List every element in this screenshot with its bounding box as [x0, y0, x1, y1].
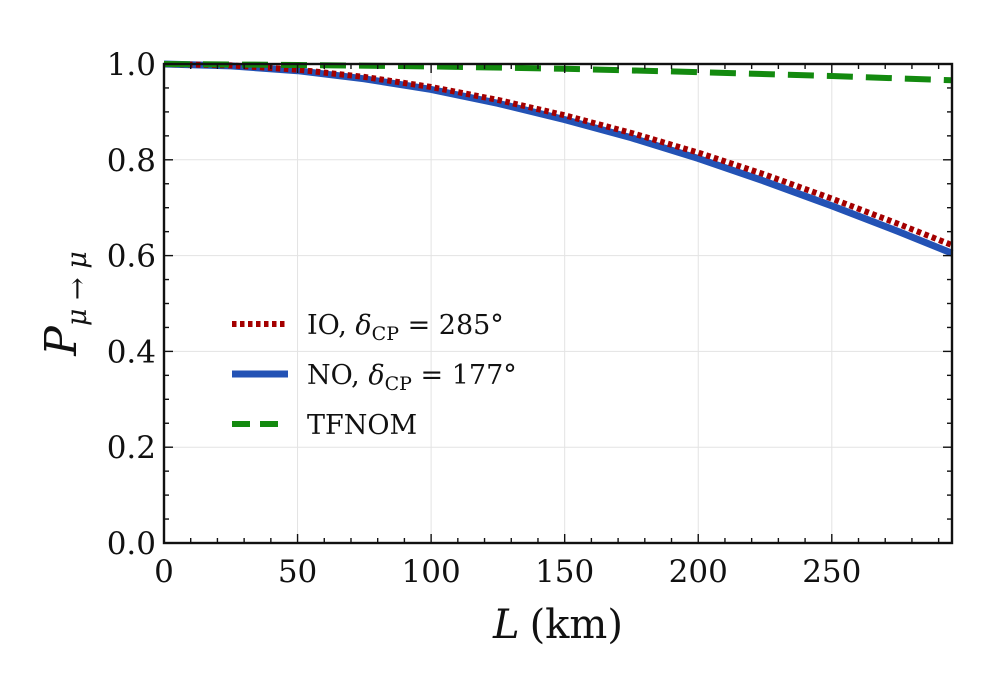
y-tick-label: 0.6 — [107, 239, 156, 275]
x-tick-label: 150 — [535, 554, 594, 590]
grid-lines — [163, 63, 952, 544]
series-line-dotted — [163, 61, 954, 248]
y-axis-symbol: P — [36, 325, 87, 357]
x-tick-label: 250 — [802, 554, 861, 590]
y-tick-label: 1.0 — [107, 47, 156, 83]
x-tick-label: 100 — [402, 554, 461, 590]
axis-ticks: 0 50 100 150 200 250 0.0 0.2 0.4 0.6 0.8 1.0 — [107, 47, 952, 590]
x-axis-label: L (km) — [492, 602, 623, 648]
legend-label: TFNOM — [307, 410, 417, 441]
y-tick-label: 0.8 — [107, 143, 156, 179]
legend: IO, δCP = 285° NO, δCP = 177° TFNOM — [232, 310, 517, 441]
y-tick-label: 0.4 — [107, 334, 156, 370]
plot-series — [163, 60, 954, 257]
legend-label: IO, δCP = 285° — [307, 310, 504, 345]
legend-label: NO, δCP = 177° — [307, 360, 517, 395]
x-tick-label: 200 — [669, 554, 728, 590]
x-tick-label: 0 — [154, 554, 174, 590]
y-tick-label: 0.0 — [107, 526, 156, 562]
y-axis-label: Pμ → μ — [36, 251, 93, 357]
x-axis-symbol: L — [492, 602, 520, 648]
y-tick-label: 0.2 — [107, 430, 156, 466]
x-axis-unit: (km) — [530, 602, 623, 648]
plot-frame — [162, 62, 954, 545]
x-tick-label: 50 — [278, 554, 317, 590]
series-line-solid — [163, 60, 954, 257]
y-axis-subscript: μ → μ — [62, 251, 93, 326]
